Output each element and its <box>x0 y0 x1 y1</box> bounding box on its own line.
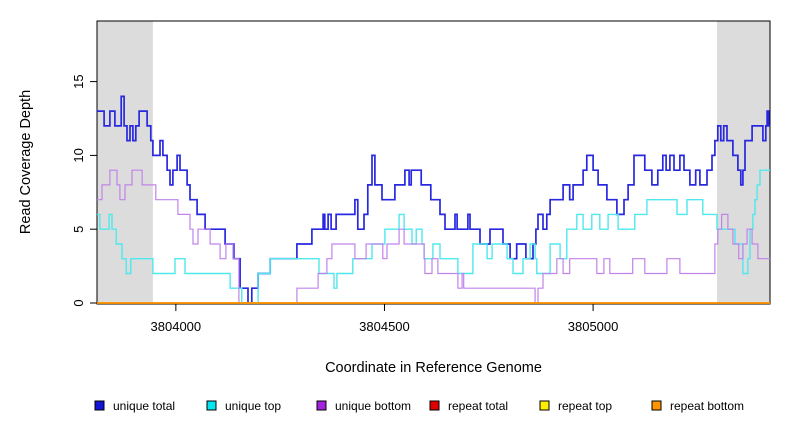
legend-label: repeat bottom <box>670 399 744 413</box>
repeat-region-highlight-0 <box>97 21 153 303</box>
legend-swatch-icon <box>94 400 105 411</box>
legend-item-unique-top: unique top <box>206 399 281 413</box>
legend-label: unique top <box>225 399 281 413</box>
line-unique-bottom <box>97 169 770 304</box>
y-axis-tick-label: 10 <box>71 148 86 162</box>
x-axis-tick-label: 3804000 <box>151 319 202 334</box>
line-unique-top <box>97 169 770 304</box>
legend-item-unique-bottom: unique bottom <box>316 399 411 413</box>
y-axis-title: Read Coverage Depth <box>18 90 34 234</box>
y-axis-tick-label: 15 <box>71 74 86 88</box>
plot-box <box>96 20 771 305</box>
line-unique-total <box>97 95 770 304</box>
x-axis-title: Coordinate in Reference Genome <box>325 360 542 376</box>
legend-label: repeat top <box>558 399 612 413</box>
legend-swatch-icon <box>539 400 550 411</box>
legend-item-repeat-total: repeat total <box>429 399 508 413</box>
legend-label: repeat total <box>448 399 508 413</box>
legend-swatch-icon <box>316 400 327 411</box>
x-axis-tick-label: 3804500 <box>359 319 410 334</box>
legend-swatch-icon <box>206 400 217 411</box>
legend-swatch-icon <box>651 400 662 411</box>
legend-label: unique total <box>113 399 175 413</box>
legend-item-repeat-top: repeat top <box>539 399 612 413</box>
y-axis-tick-label: 5 <box>71 226 86 233</box>
legend-label: unique bottom <box>335 399 411 413</box>
y-axis-tick-label: 0 <box>71 299 86 306</box>
x-axis-tick-label: 3805000 <box>568 319 619 334</box>
legend-item-repeat-bottom: repeat bottom <box>651 399 744 413</box>
legend-swatch-icon <box>429 400 440 411</box>
legend-item-unique-total: unique total <box>94 399 175 413</box>
